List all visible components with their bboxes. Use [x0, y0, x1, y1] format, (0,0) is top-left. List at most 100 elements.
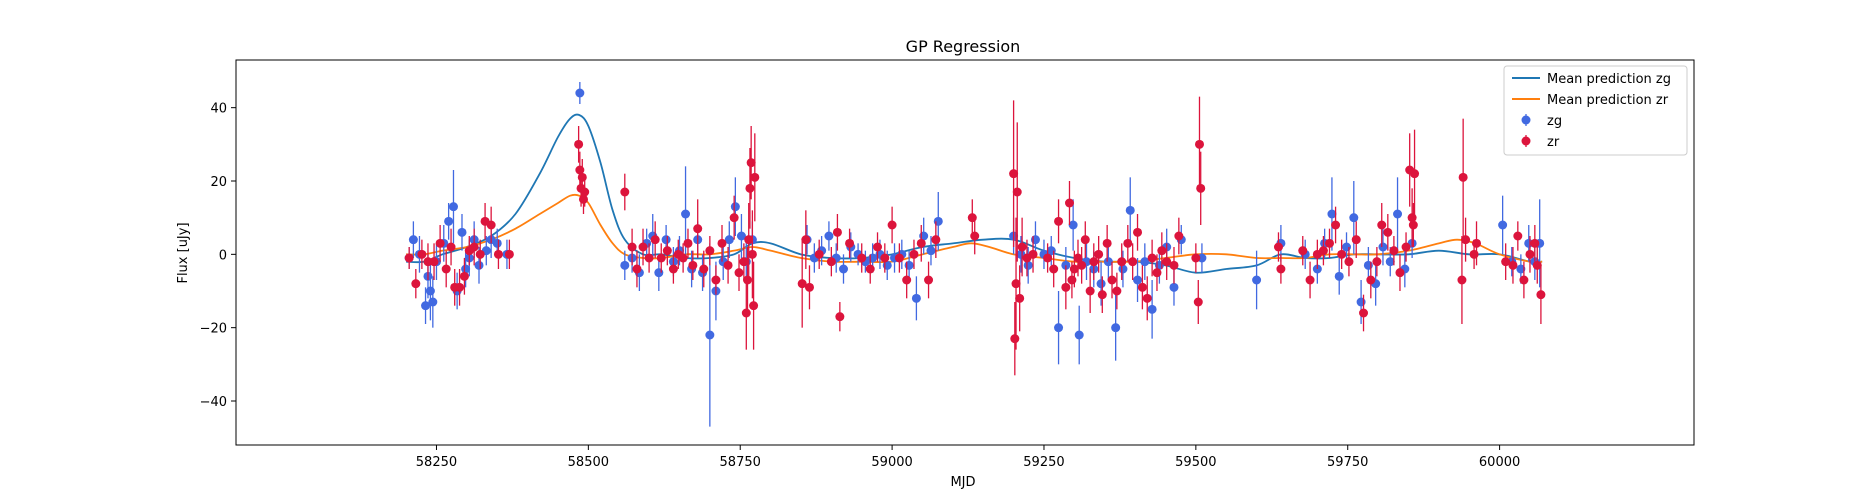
- zr-point: [745, 184, 754, 193]
- x-tick-label: 59250: [1023, 455, 1064, 470]
- zr-point: [1108, 276, 1117, 285]
- zr-point: [1519, 276, 1528, 285]
- zr-point: [1018, 243, 1027, 252]
- x-tick-label: 58750: [720, 455, 761, 470]
- zr-point: [1352, 235, 1361, 244]
- zg-point: [681, 210, 690, 219]
- zr-point: [1195, 140, 1204, 149]
- zg-point: [1126, 206, 1135, 215]
- zg-point: [428, 298, 437, 307]
- y-axis-label: Flux [uJy]: [176, 222, 191, 283]
- series-zr: [405, 97, 1546, 376]
- zg-point: [731, 202, 740, 211]
- zr-point: [827, 257, 836, 266]
- legend: Mean prediction zg Mean prediction zr zg…: [1504, 66, 1687, 155]
- zr-point: [1470, 250, 1479, 259]
- zr-point: [1194, 298, 1203, 307]
- zr-point: [460, 272, 469, 281]
- zr-point: [857, 254, 866, 263]
- zg-point: [839, 265, 848, 274]
- zg-point: [475, 261, 484, 270]
- zr-point: [835, 312, 844, 321]
- zr-point: [1049, 265, 1058, 274]
- zr-point: [1157, 246, 1166, 255]
- zr-point: [1015, 294, 1024, 303]
- zg-point: [457, 228, 466, 237]
- y-axis-ticks: −40 −20 0 20 40: [200, 102, 236, 410]
- zr-point: [494, 250, 503, 259]
- zr-point: [1143, 294, 1152, 303]
- zr-point: [895, 254, 904, 263]
- y-tick-label: 40: [210, 102, 227, 117]
- legend-label-zr: zr: [1547, 135, 1560, 150]
- zg-point: [1393, 210, 1402, 219]
- zr-point: [1152, 268, 1161, 277]
- zr-point: [688, 261, 697, 270]
- zr-point: [417, 250, 426, 259]
- zr-point: [833, 228, 842, 237]
- zr-point: [683, 239, 692, 248]
- zg-point: [449, 202, 458, 211]
- zg-point: [1097, 279, 1106, 288]
- zr-point: [1536, 290, 1545, 299]
- zr-point: [730, 213, 739, 222]
- y-tick-label: −20: [200, 322, 227, 337]
- zg-point: [1148, 305, 1157, 314]
- zr-point: [645, 254, 654, 263]
- zr-point: [505, 250, 514, 259]
- zg-point: [934, 217, 943, 226]
- zg-point: [926, 246, 935, 255]
- zr-point: [470, 243, 479, 252]
- zr-point: [866, 265, 875, 274]
- zr-point: [1123, 239, 1132, 248]
- zr-point: [628, 243, 637, 252]
- zr-point: [873, 243, 882, 252]
- zr-point: [1459, 173, 1468, 182]
- zr-point: [699, 265, 708, 274]
- zr-point: [1410, 169, 1419, 178]
- zr-point: [580, 188, 589, 197]
- zr-point: [1094, 250, 1103, 259]
- zg-point: [1169, 283, 1178, 292]
- zg-point: [1349, 213, 1358, 222]
- zr-point: [1508, 261, 1517, 270]
- zr-point: [909, 250, 918, 259]
- zr-point: [748, 250, 757, 259]
- zr-point: [749, 301, 758, 310]
- zg-point: [1075, 331, 1084, 340]
- zr-point: [1457, 276, 1466, 285]
- y-tick-label: 20: [210, 175, 227, 190]
- zg-point: [654, 268, 663, 277]
- zr-point: [1148, 254, 1157, 263]
- legend-label-mean-zg: Mean prediction zg: [1547, 72, 1671, 87]
- zg-point: [705, 331, 714, 340]
- zr-point: [455, 283, 464, 292]
- zg-point: [409, 235, 418, 244]
- zr-point: [1117, 257, 1126, 266]
- zg-point: [444, 217, 453, 226]
- zr-point: [1196, 184, 1205, 193]
- zr-point: [1366, 276, 1375, 285]
- zr-point: [1298, 246, 1307, 255]
- zr-point: [1077, 261, 1086, 270]
- zr-point: [447, 243, 456, 252]
- zr-point: [1054, 217, 1063, 226]
- zr-point: [931, 235, 940, 244]
- zr-point: [888, 221, 897, 230]
- zr-point: [405, 254, 414, 263]
- zr-point: [1372, 257, 1381, 266]
- zg-point: [493, 239, 502, 248]
- zr-point: [1029, 250, 1038, 259]
- zr-point: [917, 239, 926, 248]
- zg-point: [1031, 235, 1040, 244]
- zg-point: [824, 232, 833, 241]
- zr-point: [1065, 199, 1074, 208]
- zr-point: [968, 213, 977, 222]
- zr-point: [578, 173, 587, 182]
- zr-point: [620, 188, 629, 197]
- zg-point: [662, 235, 671, 244]
- zr-point: [442, 265, 451, 274]
- zg-point: [912, 294, 921, 303]
- zr-point: [1010, 334, 1019, 343]
- zr-point: [1402, 243, 1411, 252]
